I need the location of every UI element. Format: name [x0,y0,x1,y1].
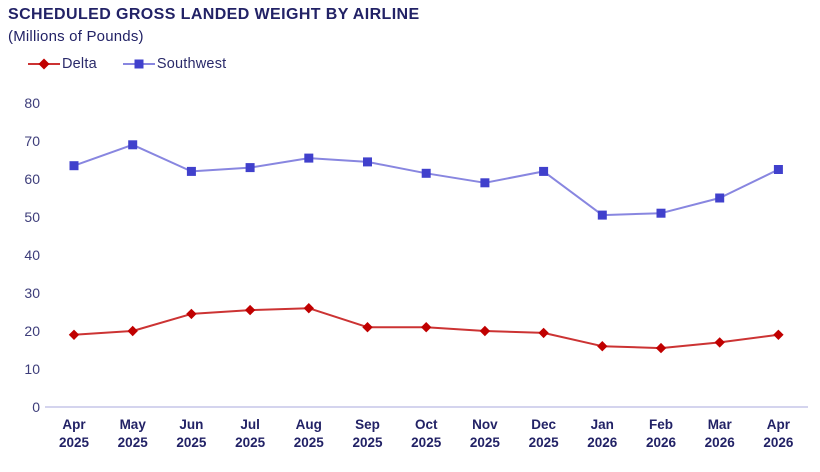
x-tick-label: Sep 2025 [352,417,383,450]
x-tick-label: Aug 2025 [294,417,325,450]
delta-data-point [479,325,491,337]
delta-data-point [773,329,784,340]
southwest-line [73,143,779,217]
delta-data-point [68,329,80,340]
southwest-data-point [421,168,431,178]
delta-data-point [127,325,138,337]
delta-series [68,303,784,354]
x-tick-label: Apr 2025 [59,417,90,450]
delta-data-point [714,337,725,348]
southwest-data-point [245,163,255,173]
delta-data-point [362,322,373,333]
delta-data-point [538,327,549,339]
legend-item-delta: Delta [28,56,97,72]
southwest-data-point [597,210,607,220]
southwest-data-point [186,166,196,176]
legend-label-delta: Delta [62,56,97,72]
southwest-data-point [656,208,666,218]
chart-subtitle: (Millions of Pounds) [8,28,144,45]
y-tick-label: 30 [24,285,40,301]
x-tick-label: Feb 2026 [646,417,677,450]
y-tick-label: 80 [24,95,40,111]
y-tick-label: 40 [24,247,40,263]
y-tick-label: 10 [24,361,40,377]
delta-data-point [244,304,256,316]
x-tick-label: Apr 2026 [763,417,794,450]
x-tick-label: Oct 2025 [411,417,442,450]
southwest-data-point [69,161,79,171]
delta-data-point [421,322,432,333]
y-tick-label: 70 [24,133,40,149]
legend-label-southwest: Southwest [156,56,227,72]
x-tick-label: Jul 2025 [235,417,266,450]
x-tick-label: Mar 2026 [705,417,736,450]
legend-item-southwest: Southwest [122,56,227,72]
southwest-legend-marker-icon [122,59,155,69]
legend: Delta Southwest [28,56,226,72]
southwest-data-point [539,166,549,176]
delta-data-point [186,308,197,320]
delta-legend-marker-icon [28,58,60,70]
x-tick-label: Nov 2025 [470,417,501,450]
southwest-series [69,140,783,220]
southwest-data-point [773,165,783,174]
delta-data-point [597,341,608,352]
x-tick-label: Dec 2025 [529,417,560,450]
chart-title: SCHEDULED GROSS LANDED WEIGHT BY AIRLINE [8,6,420,23]
delta-data-point [655,342,667,354]
x-tick-label: Jun 2025 [176,417,207,450]
southwest-data-point [304,153,314,163]
y-tick-label: 20 [24,323,40,339]
y-tick-label: 60 [24,171,40,187]
southwest-data-point [715,193,725,203]
x-axis-labels: Apr 2025 May 2025 Jun 2025 Jul 2025 Aug 2025 Sep 20… [59,417,794,450]
southwest-data-point [363,157,372,167]
y-axis-labels: 0 10 20 30 40 50 60 70 80 [24,95,40,415]
y-tick-label: 50 [24,209,40,225]
y-tick-label: 0 [32,399,40,415]
southwest-data-point [128,140,138,150]
x-tick-label: Jan 2026 [587,417,618,450]
southwest-data-point [480,178,490,188]
delta-data-point [303,303,314,314]
x-tick-label: May 2025 [118,417,149,450]
